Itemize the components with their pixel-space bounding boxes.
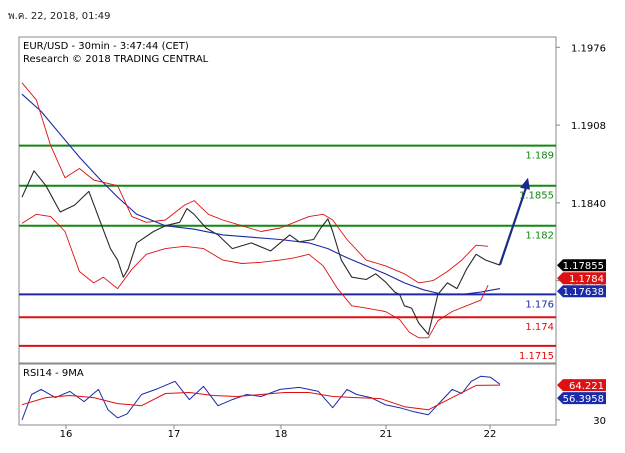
rsi-panel: RSI14 - 9MA 30 64.221 56.3958 — [18, 363, 606, 427]
forecast-arrow-head — [520, 177, 530, 190]
price-tag: 1.17855 — [557, 259, 606, 272]
level-label: 1.182 — [525, 231, 554, 242]
series-price — [21, 170, 501, 335]
main-plot-frame — [18, 36, 557, 364]
rsi-tags: 64.221 56.3958 — [557, 379, 606, 405]
price-tag: 1.17638 — [557, 285, 606, 298]
chart-subtitle: Research © 2018 TRADING CENTRAL — [23, 54, 209, 65]
price-tag-box — [557, 272, 606, 285]
series-ma — [21, 93, 501, 295]
price-series — [21, 82, 530, 339]
x-tick-label: 22 — [484, 429, 497, 440]
price-tag-label: 1.17855 — [563, 261, 604, 272]
price-tag: 56.3958 — [557, 392, 606, 405]
x-tick-label: 18 — [275, 429, 288, 440]
series-upper-band — [21, 82, 489, 284]
series-9MA — [21, 384, 501, 411]
price-tag-box — [557, 285, 606, 298]
price-tag-box — [557, 379, 606, 392]
price-tag: 1.1784 — [557, 272, 606, 285]
level-label: 1.174 — [525, 322, 554, 333]
level-label: 1.176 — [525, 299, 554, 310]
forecast-arrow — [498, 187, 528, 265]
timestamp: พ.ค. 22, 2018, 01:49 — [8, 11, 111, 22]
price-tag-label: 56.3958 — [563, 394, 604, 405]
rsi-tick-label: 30 — [593, 416, 606, 427]
y-tick-label: 1.1908 — [571, 121, 606, 132]
rsi-plot-frame — [18, 363, 557, 426]
x-tick-label: 16 — [60, 429, 73, 440]
level-label: 1.1855 — [519, 191, 554, 202]
y-tick-label: 1.1976 — [571, 43, 606, 54]
price-tag-label: 64.221 — [569, 381, 604, 392]
series-RSI14 — [21, 375, 501, 421]
rsi-axis: 30 — [556, 416, 606, 427]
level-label: 1.189 — [525, 151, 554, 162]
main-price-panel: EUR/USD - 30min - 3:47:44 (CET) Research… — [18, 36, 606, 364]
x-tick-label: 21 — [380, 429, 393, 440]
level-label: 1.1715 — [519, 351, 554, 362]
rsi-title: RSI14 - 9MA — [23, 368, 84, 379]
chart-title: EUR/USD - 30min - 3:47:44 (CET) — [23, 41, 189, 52]
x-tick-label: 17 — [168, 429, 181, 440]
series-lower-band — [21, 213, 489, 339]
price-tag-box — [557, 259, 606, 272]
price-tag-box — [557, 392, 606, 405]
x-axis: 16 17 18 21 22 — [19, 424, 556, 440]
price-tags: 1.17855 1.1784 1.17638 — [557, 259, 606, 298]
y-tick-label: 1.1840 — [571, 199, 606, 210]
price-tag-label: 1.1784 — [569, 274, 604, 285]
price-tag: 64.221 — [557, 379, 606, 392]
rsi-series — [21, 375, 501, 421]
price-tag-label: 1.17638 — [563, 287, 604, 298]
